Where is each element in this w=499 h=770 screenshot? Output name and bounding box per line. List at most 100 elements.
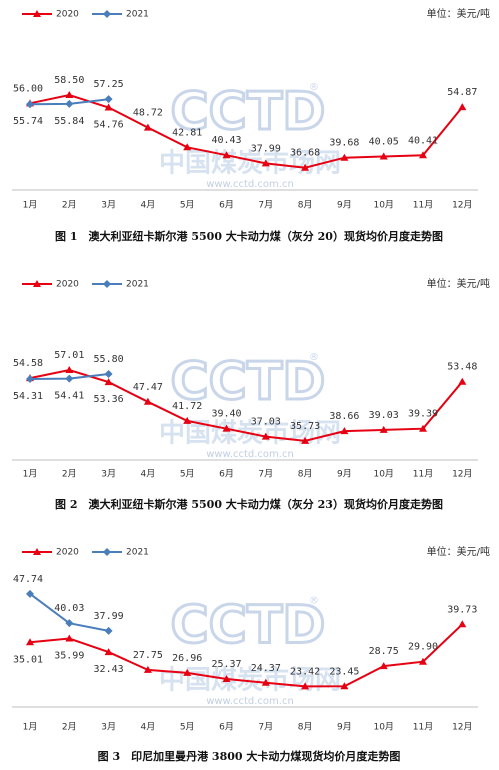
data-point — [104, 95, 113, 104]
data-point — [26, 374, 34, 383]
data-point — [104, 648, 113, 656]
data-point — [458, 620, 467, 628]
data-point — [104, 378, 113, 386]
data-label: 40.43 — [211, 135, 241, 146]
watermark-reg: ® — [309, 596, 319, 607]
watermark-logo: CCTD — [171, 596, 326, 656]
data-label: 55.84 — [54, 116, 84, 127]
caption: 图 1 澳大利亚纽卡斯尔港 5500 大卡动力煤（灰分 20）现货均价月度走势图 — [55, 229, 443, 243]
data-point — [261, 159, 270, 167]
data-label: 54.58 — [13, 358, 43, 369]
data-point — [458, 103, 467, 111]
data-point — [104, 103, 113, 111]
data-label: 54.76 — [94, 119, 124, 130]
data-label: 40.05 — [369, 137, 399, 148]
legend-marker — [33, 280, 41, 287]
data-point — [379, 662, 388, 670]
caption: 图 2 澳大利亚纽卡斯尔港 5500 大卡动力煤（灰分 23）现货均价月度走势图 — [55, 497, 443, 511]
data-label: 37.03 — [251, 417, 281, 428]
data-point — [65, 374, 74, 383]
data-point — [261, 432, 270, 440]
watermark-url: www.cctd.com.cn — [206, 696, 294, 707]
data-label: 39.40 — [211, 409, 241, 420]
watermark-logo: CCTD — [171, 352, 326, 412]
x-tick-label: 8月 — [298, 722, 313, 733]
watermark-reg: ® — [309, 82, 319, 93]
data-point — [65, 619, 74, 628]
x-tick-label: 12月 — [452, 469, 472, 480]
data-point — [419, 151, 427, 159]
data-label: 56.00 — [13, 83, 43, 94]
data-point — [222, 424, 231, 432]
data-label: 55.74 — [13, 116, 43, 127]
data-label: 27.75 — [133, 650, 163, 661]
data-point — [222, 674, 231, 682]
legend-label: 2021 — [126, 10, 149, 20]
x-tick-label: 11月 — [413, 200, 433, 211]
data-point — [379, 425, 388, 433]
x-tick-label: 6月 — [219, 469, 234, 480]
data-point — [458, 377, 467, 385]
data-label: 54.87 — [447, 87, 477, 98]
data-label: 39.68 — [329, 138, 359, 149]
legend-label: 2021 — [126, 548, 149, 558]
data-point — [340, 682, 349, 690]
data-point — [104, 626, 113, 635]
x-tick-label: 10月 — [373, 200, 393, 211]
data-point — [301, 682, 310, 690]
data-point — [26, 589, 34, 598]
data-label: 37.99 — [94, 611, 124, 622]
data-point — [301, 436, 310, 444]
x-tick-label: 2月 — [62, 200, 77, 211]
x-tick-label: 7月 — [258, 722, 273, 733]
x-tick-label: 12月 — [452, 722, 472, 733]
legend-label: 2020 — [56, 280, 79, 290]
data-point — [104, 370, 113, 378]
data-point — [65, 91, 74, 98]
x-tick-label: 3月 — [101, 722, 116, 733]
legend-label: 2020 — [56, 10, 79, 20]
data-label: 23.42 — [290, 666, 320, 677]
data-point — [143, 665, 152, 673]
data-label: 38.66 — [329, 411, 359, 422]
data-label: 39.03 — [369, 410, 399, 421]
series-line — [29, 93, 464, 169]
x-tick-label: 2月 — [62, 722, 77, 733]
x-tick-label: 9月 — [337, 469, 352, 480]
data-label: 36.68 — [290, 148, 320, 159]
series-line — [29, 368, 464, 442]
data-label: 35.01 — [13, 654, 43, 665]
x-tick-label: 8月 — [298, 200, 313, 211]
watermark-url: www.cctd.com.cn — [206, 179, 294, 190]
x-tick-label: 1月 — [23, 469, 38, 480]
caption: 图 3 印尼加里曼丹港 3800 大卡动力煤现货均价月度走势图 — [98, 749, 401, 763]
x-tick-label: 9月 — [337, 200, 352, 211]
data-point — [65, 634, 74, 642]
data-label: 26.96 — [172, 653, 202, 664]
x-tick-label: 4月 — [141, 722, 156, 733]
data-label: 57.01 — [54, 350, 84, 361]
x-tick-label: 5月 — [180, 469, 195, 480]
data-label: 53.48 — [447, 362, 477, 373]
legend-label: 2020 — [56, 548, 79, 558]
data-label: 25.37 — [211, 659, 241, 670]
legend-marker — [33, 10, 41, 17]
x-tick-label: 7月 — [258, 200, 273, 211]
data-point — [183, 143, 192, 151]
x-tick-label: 5月 — [180, 722, 195, 733]
x-tick-label: 7月 — [258, 469, 273, 480]
data-point — [340, 153, 349, 161]
data-label: 23.45 — [329, 666, 359, 677]
watermark-reg: ® — [309, 352, 319, 363]
data-point — [26, 638, 34, 646]
x-tick-label: 5月 — [180, 200, 195, 211]
data-label: 53.36 — [94, 394, 124, 405]
data-point — [183, 668, 192, 676]
x-tick-label: 9月 — [337, 722, 352, 733]
data-point — [26, 100, 34, 109]
x-tick-label: 11月 — [413, 469, 433, 480]
data-label: 57.25 — [94, 79, 124, 90]
legend-marker — [103, 548, 111, 556]
data-label: 35.99 — [54, 651, 84, 662]
watermark-name: 中国煤炭市场网 — [159, 665, 341, 696]
